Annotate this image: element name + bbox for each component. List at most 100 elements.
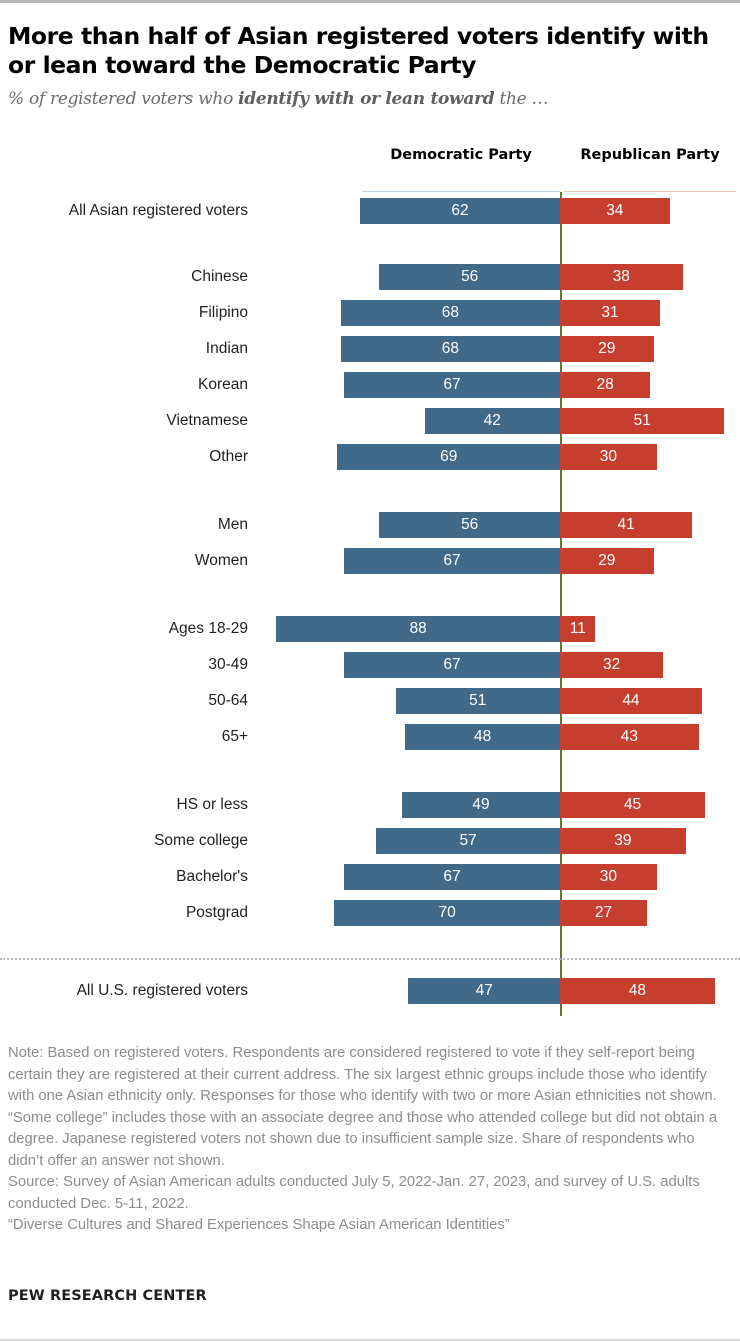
footnote-note: Note: Based on registered voters. Respon… (8, 1045, 718, 1169)
bar-value-republican: 28 (596, 376, 614, 393)
bar-democratic (395, 688, 560, 714)
bar-value-democratic: 56 (461, 268, 479, 285)
bar-value-democratic: 51 (469, 692, 487, 709)
bar-republican (560, 300, 660, 326)
bar-value-democratic: 67 (443, 376, 461, 393)
table-row: All U.S. registered voters 47 48 (0, 978, 740, 1004)
bar-value-democratic: 68 (441, 340, 459, 357)
bar-democratic (424, 408, 560, 434)
bar-republican (560, 512, 693, 538)
bar-value-democratic: 67 (443, 552, 461, 569)
bar-democratic (337, 444, 560, 470)
footnote-source: Source: Survey of Asian American adults … (8, 1174, 700, 1212)
bar-democratic (334, 900, 560, 926)
bar-value-republican: 29 (598, 340, 616, 357)
row-label: 30-49 (208, 656, 248, 673)
row-label: 65+ (221, 728, 248, 745)
bar-value-republican: 27 (594, 904, 613, 921)
row-label: Men (217, 516, 248, 533)
plot-area: All Asian registered voters 62 34 Chinese 56… (0, 192, 740, 1016)
column-rule-democratic (362, 191, 560, 192)
bar-democratic (276, 616, 560, 642)
table-row: 65+ 48 43 (0, 724, 740, 750)
bar-value-republican: 44 (622, 692, 640, 709)
bar-republican (560, 724, 699, 750)
bar-republican (560, 688, 702, 714)
footnote-report-title: “Diverse Cultures and Shared Experiences… (8, 1217, 510, 1233)
table-row: Vietnamese 42 51 (0, 408, 740, 434)
bar-democratic (343, 864, 560, 890)
bar-democratic (343, 372, 560, 398)
bar-democratic (340, 336, 560, 362)
bar-value-democratic: 70 (438, 904, 456, 921)
table-row: Postgrad 70 27 (0, 900, 740, 926)
row-label: 50-64 (208, 692, 248, 709)
bar-value-democratic: 69 (440, 448, 458, 465)
bar-republican (560, 900, 648, 926)
bar-value-democratic: 88 (409, 620, 427, 637)
table-row: 30-49 67 32 (0, 652, 740, 678)
bar-democratic (360, 198, 560, 224)
bar-value-democratic: 56 (461, 516, 479, 533)
row-label: Some college (154, 832, 248, 849)
row-label: Korean (198, 376, 248, 393)
bar-value-democratic: 49 (472, 796, 490, 813)
bar-republican (560, 616, 596, 642)
bar-democratic (376, 828, 560, 854)
row-label: Postgrad (185, 904, 248, 921)
table-row: Men 56 41 (0, 512, 740, 538)
bar-value-republican: 43 (620, 728, 638, 745)
table-row: All Asian registered voters 62 34 (0, 198, 740, 224)
table-row: Filipino 68 31 (0, 300, 740, 326)
bar-value-democratic: 67 (443, 656, 461, 673)
bar-republican (560, 444, 657, 470)
bar-value-democratic: 62 (451, 202, 469, 219)
subtitle-pre: % of registered voters who (8, 89, 239, 109)
row-label: All Asian registered voters (68, 202, 248, 219)
bar-value-republican: 51 (633, 412, 651, 429)
row-label: Vietnamese (166, 412, 248, 429)
bar-democratic (379, 264, 560, 290)
bar-value-republican: 38 (612, 268, 630, 285)
bar-democratic (408, 978, 560, 1004)
bar-republican (560, 792, 706, 818)
subtitle-post: the … (494, 89, 549, 109)
bar-democratic (343, 548, 560, 574)
bar-republican (560, 264, 683, 290)
bar-republican (560, 336, 654, 362)
chart-subtitle: % of registered voters who identify with… (8, 88, 724, 110)
table-row: Ages 18-29 88 11 (0, 616, 740, 642)
bar-value-republican: 41 (617, 516, 635, 533)
bar-value-republican: 48 (628, 982, 647, 999)
bar-value-republican: 29 (598, 552, 616, 569)
table-row: Korean 67 28 (0, 372, 740, 398)
row-label: Filipino (198, 304, 248, 321)
bar-value-democratic: 48 (473, 728, 492, 745)
row-label: Other (209, 448, 248, 465)
bar-value-democratic: 42 (483, 412, 501, 429)
bar-republican (560, 652, 664, 678)
table-row: HS or less 49 45 (0, 792, 740, 818)
bar-value-republican: 11 (569, 620, 586, 637)
bar-democratic (405, 724, 560, 750)
table-row: Indian 68 29 (0, 336, 740, 362)
bar-democratic (379, 512, 560, 538)
row-label: Chinese (191, 268, 248, 285)
table-row: Chinese 56 38 (0, 264, 740, 290)
row-label: Bachelor's (176, 868, 248, 885)
column-header-democratic: Democratic Party (390, 147, 532, 163)
bar-value-republican: 32 (602, 656, 621, 673)
bar-republican (560, 372, 651, 398)
table-row: Some college 57 39 (0, 828, 740, 854)
center-axis-line (560, 192, 562, 1016)
chart-footer: Note: Based on registered voters. Respon… (8, 1043, 726, 1237)
bar-republican (560, 408, 725, 434)
column-headers: Democratic Party Republican Party (0, 146, 740, 192)
bar-value-democratic: 67 (443, 868, 461, 885)
bar-republican (560, 198, 670, 224)
bar-value-democratic: 57 (459, 832, 477, 849)
row-label: Women (194, 552, 248, 569)
chart-header: More than half of Asian registered voter… (8, 22, 724, 110)
column-header-republican: Republican Party (580, 147, 720, 163)
